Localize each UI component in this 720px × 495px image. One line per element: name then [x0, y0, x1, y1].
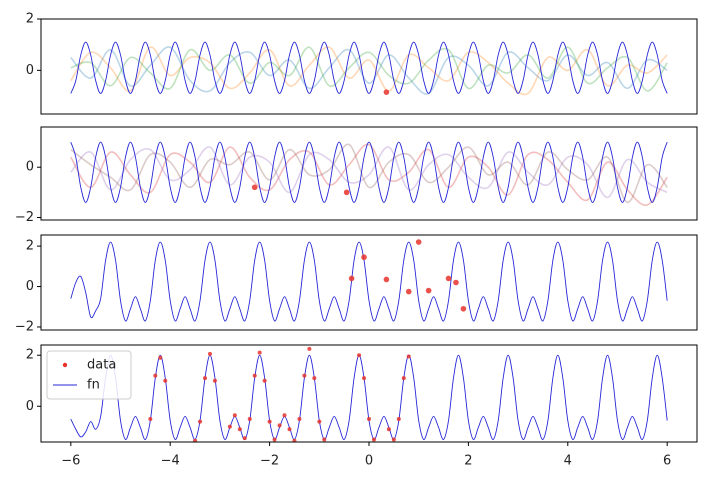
- fn-line: [70, 41, 668, 94]
- plot-area: [70, 239, 668, 322]
- data-point: [287, 427, 292, 432]
- x-tick-label: 2: [464, 454, 472, 469]
- data-point: [367, 417, 371, 422]
- data-point: [343, 189, 350, 196]
- y-tick-label: −2: [15, 210, 34, 225]
- data-point: [242, 436, 247, 441]
- data-point: [322, 437, 327, 442]
- data-point: [292, 438, 297, 442]
- data-point: [297, 417, 302, 422]
- axes-frame: [40, 18, 698, 115]
- plot-area: [70, 41, 668, 96]
- legend-marker: [62, 362, 68, 368]
- data-point: [251, 184, 258, 191]
- x-tick-label: −4: [161, 454, 180, 469]
- axes-frame: [40, 126, 698, 221]
- x-tick-label: 0: [365, 454, 373, 469]
- plot-area: [70, 141, 668, 206]
- data-point: [262, 378, 267, 383]
- data-point: [282, 413, 287, 418]
- sample-line: [70, 143, 668, 206]
- sample-line: [70, 46, 668, 96]
- legend-label: data: [87, 358, 116, 373]
- x-tick-label: 4: [564, 454, 572, 469]
- data-point: [383, 89, 390, 95]
- data-point: [445, 275, 452, 282]
- data-point: [307, 346, 312, 351]
- data-point: [267, 419, 272, 424]
- data-point: [193, 438, 198, 442]
- data-point: [302, 373, 307, 378]
- y-tick-label: 0: [26, 63, 34, 78]
- data-point: [272, 437, 277, 442]
- data-point: [227, 424, 232, 429]
- legend-box: [46, 350, 132, 400]
- sample-line: [70, 46, 668, 95]
- x-tick-label: −6: [61, 454, 80, 469]
- data-point: [425, 287, 432, 294]
- x-tick-label: 6: [663, 454, 671, 469]
- y-tick-label: 2: [26, 12, 34, 27]
- data-point: [257, 350, 262, 355]
- legend-label: fn: [87, 378, 100, 393]
- data-point: [348, 275, 355, 282]
- data-point: [277, 423, 282, 428]
- y-tick-label: 2: [26, 348, 34, 363]
- data-point: [383, 276, 390, 283]
- sample-line: [70, 46, 668, 92]
- sample-line: [70, 146, 668, 199]
- data-point: [406, 354, 411, 359]
- y-tick-label: 0: [26, 399, 34, 414]
- data-point: [198, 419, 203, 424]
- data-point: [207, 351, 212, 356]
- sample-line: [70, 143, 668, 204]
- data-point: [362, 376, 367, 381]
- axes-frame: [40, 234, 698, 331]
- data-point: [203, 376, 207, 381]
- data-point: [460, 305, 467, 312]
- data-point: [232, 413, 237, 418]
- plot-area: [70, 346, 668, 442]
- x-tick-label: −2: [260, 454, 279, 469]
- data-point: [396, 417, 401, 422]
- data-point: [153, 373, 158, 378]
- data-point: [317, 419, 322, 424]
- data-point: [148, 417, 153, 422]
- data-point: [453, 279, 459, 286]
- data-point: [415, 239, 422, 245]
- data-point: [401, 376, 406, 381]
- y-tick-label: 0: [26, 160, 34, 175]
- data-point: [212, 378, 217, 383]
- data-point: [252, 373, 257, 378]
- data-point: [158, 355, 163, 360]
- data-point: [386, 427, 391, 432]
- data-point: [312, 376, 317, 381]
- fn-line: [70, 141, 668, 203]
- y-tick-label: 2: [26, 239, 34, 254]
- data-point: [247, 417, 252, 422]
- data-point: [357, 353, 362, 358]
- data-point: [405, 288, 412, 295]
- fn-line: [70, 241, 668, 322]
- data-point: [163, 378, 168, 383]
- data-point: [237, 427, 242, 432]
- y-tick-label: −2: [15, 319, 34, 334]
- data-point: [371, 437, 376, 442]
- data-point: [391, 437, 396, 442]
- y-tick-label: 0: [26, 279, 34, 294]
- axes-frame: [40, 344, 698, 443]
- data-point: [361, 254, 367, 261]
- fn-line: [70, 354, 668, 440]
